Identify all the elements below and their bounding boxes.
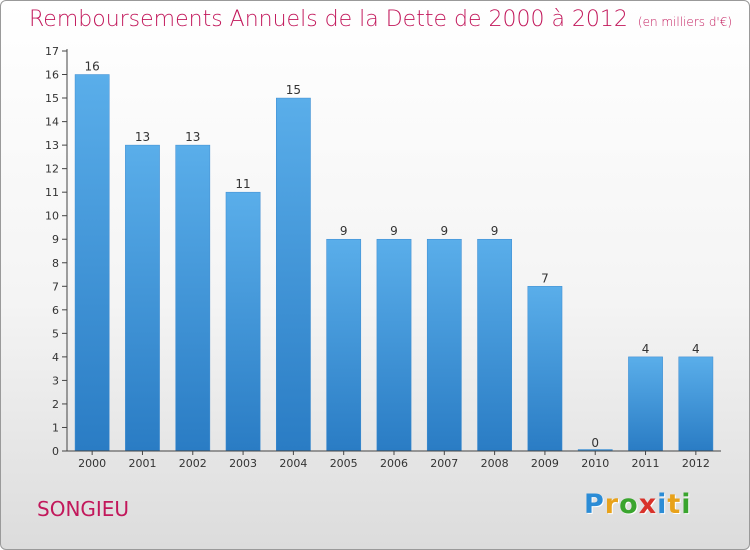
y-tick-label: 16: [45, 69, 59, 82]
x-tick-label-2001: 2001: [128, 457, 156, 470]
x-axis: 2000 2001 2002 2003 2004 2005 2006 2007 2008 2009…: [67, 450, 721, 470]
x-tick-label-2000: 2000: [78, 457, 106, 470]
chart-title-text: Remboursements Annuels de la Dette de 20…: [29, 7, 628, 32]
data-label-2004: 15: [286, 83, 301, 97]
y-tick-label: 15: [45, 92, 59, 105]
x-tick-label-2003: 2003: [229, 457, 257, 470]
chart-subtitle: (en milliers d'€): [637, 15, 733, 29]
y-tick-label: 9: [52, 233, 59, 246]
bar-2002: [175, 144, 211, 452]
bar-2007: [426, 238, 462, 452]
x-tick-label-2010: 2010: [581, 457, 609, 470]
y-tick-label: 5: [52, 327, 59, 340]
x-tick-label-2006: 2006: [380, 457, 408, 470]
data-label-2002: 13: [185, 130, 200, 144]
data-label-2000: 16: [85, 60, 100, 74]
logo-letter: i: [681, 489, 692, 520]
bar-2005: [326, 238, 362, 452]
bars: 16 13 13 11 15 9 9 9 9 7 0 4 4: [74, 60, 714, 452]
x-tick-label-2008: 2008: [481, 457, 509, 470]
y-tick-label: 10: [45, 210, 59, 223]
x-tick-label-2004: 2004: [279, 457, 307, 470]
y-tick-label: 3: [52, 374, 59, 387]
data-label-2011: 4: [642, 342, 650, 356]
y-tick-label: 13: [45, 139, 59, 152]
data-label-2001: 13: [135, 130, 150, 144]
data-label-2010: 0: [591, 436, 599, 450]
y-tick-label: 7: [52, 280, 59, 293]
data-label-2003: 11: [235, 177, 250, 191]
data-label-2012: 4: [692, 342, 700, 356]
x-tick-label-2011: 2011: [632, 457, 660, 470]
y-tick-label: 1: [52, 421, 59, 434]
y-tick-label: 0: [52, 445, 59, 458]
data-label-2007: 9: [440, 224, 448, 238]
logo-letter: i: [657, 489, 668, 520]
data-label-2006: 9: [390, 224, 398, 238]
logo-letter: r: [604, 489, 620, 520]
data-label-2009: 7: [541, 271, 549, 285]
chart-title: Remboursements Annuels de la Dette de 20…: [29, 7, 732, 32]
bar-2003: [225, 191, 261, 452]
y-tick-label: 11: [45, 186, 59, 199]
x-tick-label-2002: 2002: [179, 457, 207, 470]
data-label-2005: 9: [340, 224, 348, 238]
y-tick-label: 8: [52, 257, 59, 270]
bar-2008: [477, 238, 512, 452]
x-tick-label-2009: 2009: [531, 457, 559, 470]
x-tick-label-2012: 2012: [682, 457, 710, 470]
logo-letter: x: [638, 489, 658, 520]
logo-letter: t: [667, 489, 682, 520]
bar-2009: [527, 286, 563, 452]
bar-2006: [376, 238, 412, 452]
bar-2011: [628, 356, 663, 452]
bar-2004: [276, 97, 311, 452]
data-label-2008: 9: [491, 224, 499, 238]
logo-letter: o: [619, 489, 639, 520]
commune-name: SONGIEU: [37, 497, 130, 521]
bar-2012: [678, 356, 714, 452]
proxiti-logo: Proxiti: [584, 489, 692, 520]
y-tick-label: 17: [45, 45, 59, 58]
y-tick-label: 12: [45, 163, 59, 176]
bar-2001: [125, 144, 160, 452]
y-tick-label: 14: [45, 116, 59, 129]
x-tick-label-2007: 2007: [430, 457, 458, 470]
y-tick-label: 2: [52, 398, 59, 411]
y-tick-label: 4: [52, 351, 59, 364]
bar-2000: [74, 74, 110, 452]
logo-letter: P: [584, 489, 605, 520]
y-tick-label: 6: [52, 304, 59, 317]
x-tick-label-2005: 2005: [330, 457, 358, 470]
